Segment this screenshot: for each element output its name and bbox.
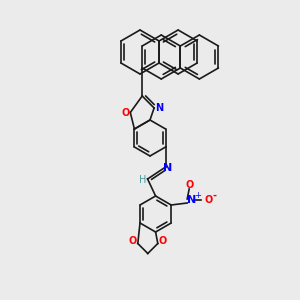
Text: O: O [185, 180, 193, 190]
Text: N: N [187, 195, 196, 205]
Text: +: + [194, 190, 201, 200]
Text: N: N [155, 103, 163, 113]
Text: -: - [212, 191, 216, 201]
Text: O: O [159, 236, 167, 247]
Text: O: O [129, 236, 137, 247]
Text: H: H [139, 175, 146, 185]
Text: O: O [121, 107, 129, 118]
Text: N: N [163, 163, 172, 173]
Text: O: O [204, 195, 212, 205]
